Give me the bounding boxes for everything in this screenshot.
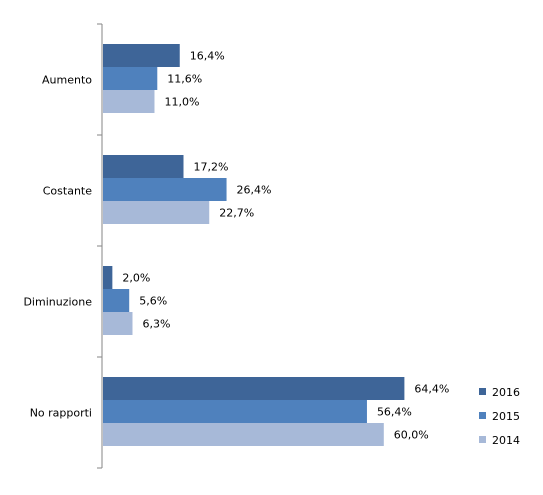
data-label: 16,4% bbox=[190, 50, 225, 63]
data-label: 17,2% bbox=[193, 161, 228, 174]
legend-label: 2014 bbox=[492, 434, 520, 447]
bar-2015 bbox=[103, 67, 158, 90]
legend-label: 2016 bbox=[492, 386, 520, 399]
data-label: 60,0% bbox=[394, 429, 429, 442]
legend-swatch-2014 bbox=[479, 436, 486, 443]
data-label: 56,4% bbox=[377, 406, 412, 419]
data-label: 64,4% bbox=[414, 383, 449, 396]
legend-swatch-2015 bbox=[479, 412, 486, 419]
category-label: Costante bbox=[43, 185, 92, 198]
category-label: Diminuzione bbox=[23, 296, 92, 309]
bar-2014 bbox=[103, 90, 155, 113]
category-label: No rapporti bbox=[30, 407, 92, 420]
data-label: 5,6% bbox=[139, 295, 167, 308]
bar-2014 bbox=[103, 201, 210, 224]
bar-2016 bbox=[103, 155, 184, 178]
data-label: 26,4% bbox=[237, 184, 272, 197]
bar-2016 bbox=[103, 266, 113, 289]
bar-2016 bbox=[103, 44, 180, 67]
plot-area: Aumento 16,4% 11,6% 11,0% Costante 17,2% 26,4%… bbox=[23, 23, 449, 469]
data-label: 11,0% bbox=[164, 96, 199, 109]
data-label: 2,0% bbox=[122, 272, 150, 285]
bar-2014 bbox=[103, 312, 133, 335]
bar-2015 bbox=[103, 400, 367, 423]
bar-2016 bbox=[103, 377, 405, 400]
category-label: Aumento bbox=[42, 74, 92, 87]
data-label: 22,7% bbox=[219, 207, 254, 220]
legend-label: 2015 bbox=[492, 410, 520, 423]
data-label: 6,3% bbox=[142, 318, 170, 331]
data-label: 11,6% bbox=[167, 73, 202, 86]
legend-swatch-2016 bbox=[479, 388, 486, 395]
bar-2014 bbox=[103, 423, 384, 446]
legend: 2016 2015 2014 bbox=[479, 386, 520, 447]
bar-2015 bbox=[103, 289, 130, 312]
bar-2015 bbox=[103, 178, 227, 201]
